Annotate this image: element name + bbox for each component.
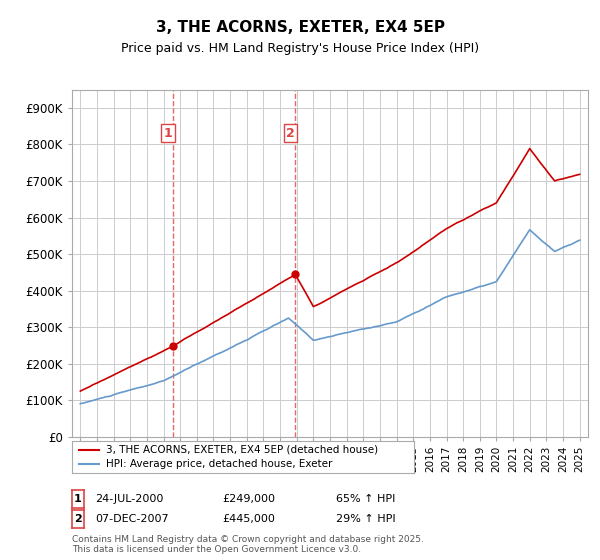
Text: 2: 2 [74, 514, 82, 524]
Text: 24-JUL-2000: 24-JUL-2000 [95, 494, 163, 504]
Text: Price paid vs. HM Land Registry's House Price Index (HPI): Price paid vs. HM Land Registry's House … [121, 42, 479, 55]
Text: 3, THE ACORNS, EXETER, EX4 5EP (detached house): 3, THE ACORNS, EXETER, EX4 5EP (detached… [106, 445, 379, 455]
Text: £445,000: £445,000 [222, 514, 275, 524]
Text: 07-DEC-2007: 07-DEC-2007 [95, 514, 169, 524]
Text: 1: 1 [164, 127, 172, 140]
Text: 3, THE ACORNS, EXETER, EX4 5EP: 3, THE ACORNS, EXETER, EX4 5EP [155, 20, 445, 35]
Text: 29% ↑ HPI: 29% ↑ HPI [336, 514, 395, 524]
Text: HPI: Average price, detached house, Exeter: HPI: Average price, detached house, Exet… [106, 459, 332, 469]
Text: 65% ↑ HPI: 65% ↑ HPI [336, 494, 395, 504]
Text: £249,000: £249,000 [222, 494, 275, 504]
Text: 1: 1 [74, 494, 82, 504]
Text: 2: 2 [286, 127, 295, 140]
Text: Contains HM Land Registry data © Crown copyright and database right 2025.
This d: Contains HM Land Registry data © Crown c… [72, 535, 424, 554]
